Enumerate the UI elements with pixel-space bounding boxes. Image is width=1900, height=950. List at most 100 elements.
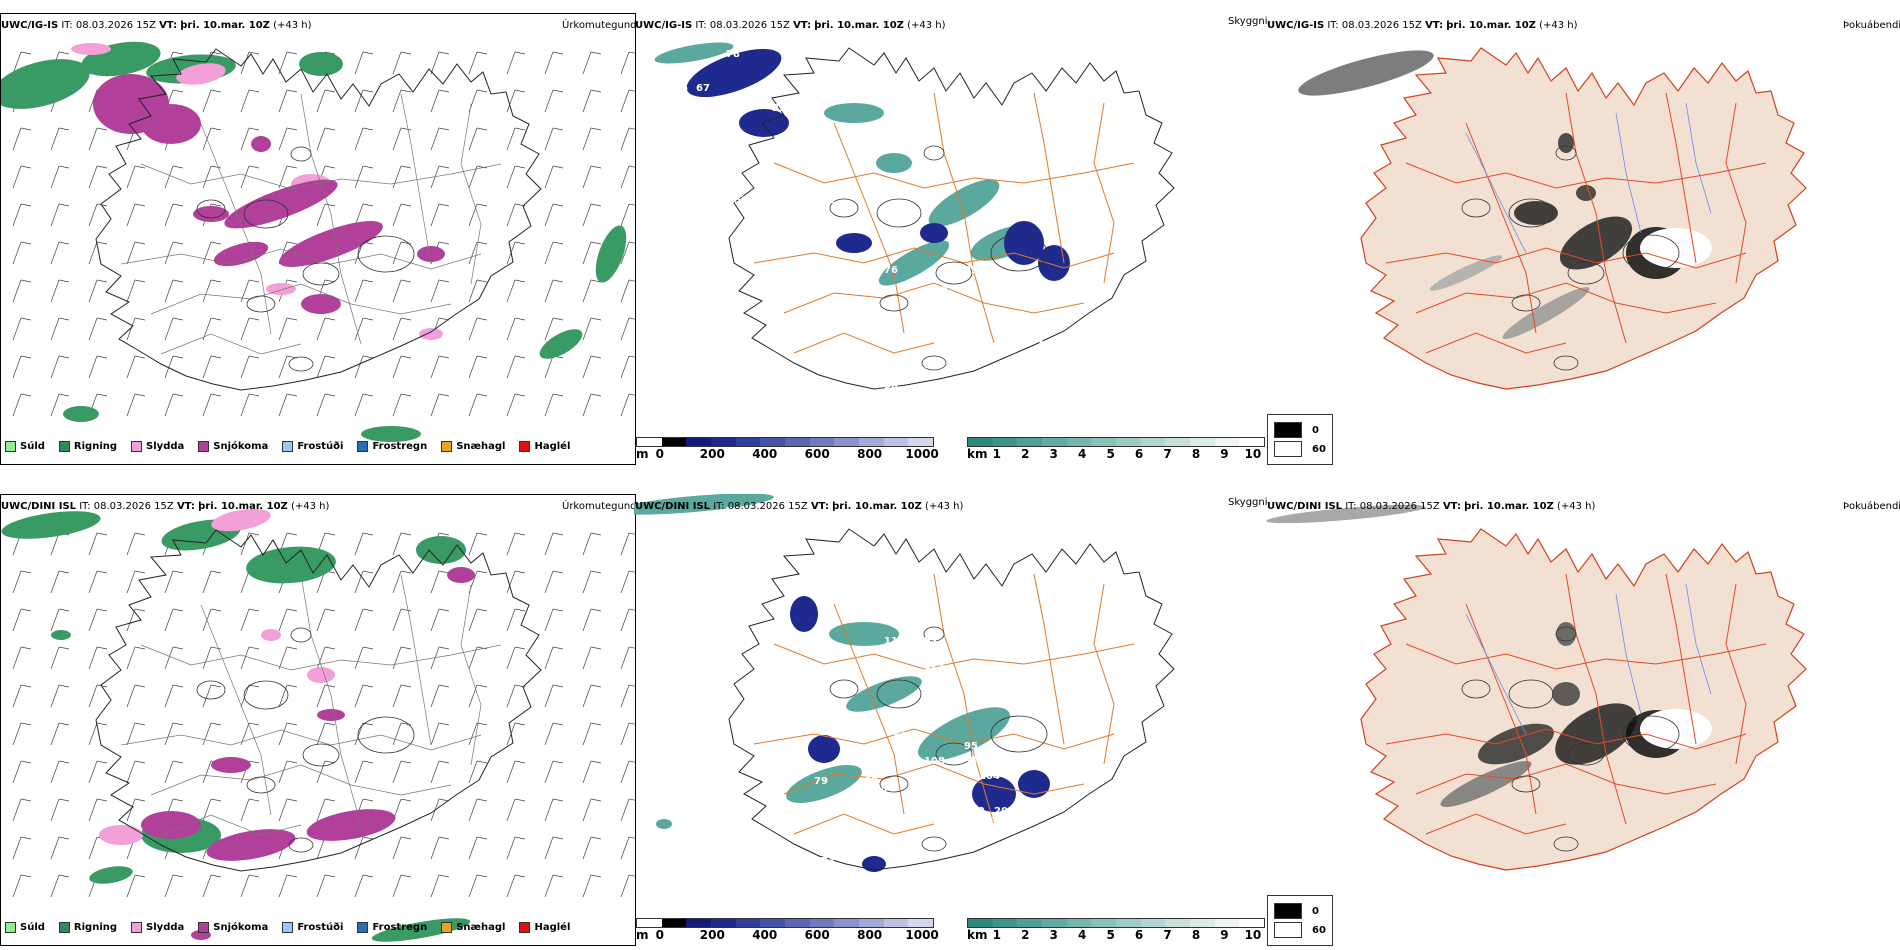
wind-barb bbox=[248, 760, 260, 764]
cloud-base-label: 78 bbox=[994, 295, 1008, 306]
wind-barb bbox=[590, 355, 602, 359]
wind-barb bbox=[126, 760, 136, 784]
fog-panel-top bbox=[1266, 13, 1900, 463]
colorbar-segment bbox=[809, 919, 835, 927]
colorbar-segment bbox=[686, 919, 712, 927]
wind-barb bbox=[126, 355, 136, 379]
fog-legend-row: 60 bbox=[1274, 441, 1326, 457]
wind-barb bbox=[552, 165, 564, 169]
wind-barb bbox=[544, 608, 554, 632]
cloud-base-label: 86 bbox=[989, 696, 1003, 707]
precip-type-label-top: Úrkomutegund bbox=[562, 20, 637, 31]
fog-density-area bbox=[1559, 216, 1633, 270]
wind-barb bbox=[544, 279, 554, 303]
fog-panel-bottom bbox=[1266, 494, 1900, 944]
wind-barb bbox=[278, 874, 288, 898]
wind-barb bbox=[58, 279, 70, 283]
precip-map-bottom bbox=[1, 508, 635, 942]
wind-barb bbox=[552, 532, 564, 536]
precip-type-label-bottom: Úrkomutegund bbox=[562, 501, 637, 512]
wind-barb bbox=[58, 684, 70, 688]
wind-barb bbox=[590, 798, 602, 802]
wind-barb bbox=[438, 570, 450, 574]
wind-barb bbox=[438, 89, 450, 93]
cloud-base-label: 91 bbox=[884, 315, 898, 326]
wind-barb bbox=[134, 874, 146, 878]
wind-barb bbox=[172, 722, 184, 726]
wind-barb bbox=[316, 355, 326, 379]
wind-barb bbox=[362, 89, 374, 93]
road-line bbox=[1565, 92, 1627, 344]
wind-barb bbox=[628, 165, 635, 168]
fog-layer bbox=[1298, 48, 1806, 389]
colorbar-segment bbox=[735, 438, 761, 446]
snow-area bbox=[447, 567, 475, 583]
colorbar-tick: 0 bbox=[655, 447, 665, 461]
wind-barb bbox=[552, 646, 564, 650]
wind-barb bbox=[476, 89, 488, 93]
colorbar-segment bbox=[1066, 438, 1092, 446]
wind-barb bbox=[514, 874, 526, 878]
wind-barb bbox=[628, 646, 635, 649]
colorbar-tick: 2 bbox=[1021, 928, 1030, 942]
colorbar-tick: 5 bbox=[1106, 928, 1115, 942]
fog-density-area bbox=[1478, 723, 1554, 765]
height-colorbar-bottom: m 0 200 400 600 800 1000 bbox=[636, 918, 939, 942]
land-fill bbox=[1361, 529, 1806, 870]
wind-barb bbox=[88, 127, 98, 151]
glacier-outline bbox=[1555, 145, 1577, 161]
wind-barb bbox=[96, 317, 108, 321]
wind-barb bbox=[582, 532, 592, 556]
wind-barb bbox=[438, 355, 450, 359]
colorbar-segment bbox=[1091, 919, 1117, 927]
low-cloud-area bbox=[808, 735, 840, 763]
wind-barb bbox=[628, 760, 635, 763]
wind-barb bbox=[88, 317, 98, 341]
wind-barb bbox=[172, 241, 184, 245]
legend-label: Slydda bbox=[146, 441, 185, 452]
wind-barb bbox=[88, 570, 98, 594]
wind-barb bbox=[362, 608, 374, 612]
legend-swatch bbox=[282, 441, 294, 452]
wind-barb bbox=[58, 874, 70, 878]
wind-barb bbox=[126, 646, 136, 670]
cloud-base-label: 68 bbox=[864, 776, 878, 787]
wind-barb bbox=[506, 51, 516, 75]
wind-barb bbox=[438, 722, 450, 726]
wind-barb bbox=[438, 165, 450, 169]
wind-barb bbox=[134, 722, 146, 726]
wind-barb bbox=[362, 393, 374, 397]
road-line bbox=[200, 123, 272, 335]
road-line bbox=[460, 103, 482, 285]
wind-barb bbox=[324, 722, 336, 726]
wind-barb bbox=[392, 722, 402, 746]
cloud-base-label: 13 bbox=[984, 816, 998, 827]
wind-barb bbox=[476, 798, 488, 802]
wind-barb bbox=[476, 279, 488, 283]
legend-label: Frostúði bbox=[297, 441, 344, 452]
wind-barb bbox=[164, 760, 174, 784]
wind-barb bbox=[400, 393, 412, 397]
wind-barb bbox=[202, 393, 212, 417]
wind-barb bbox=[278, 393, 288, 417]
wind-barb bbox=[240, 532, 250, 556]
wind-barb bbox=[96, 393, 108, 397]
colorbar-segment bbox=[883, 919, 909, 927]
vis-colorbar-top: km 1 2 3 4 5 6 7 8 9 10 bbox=[967, 437, 1265, 461]
wind-barb bbox=[248, 646, 260, 650]
wind-barb bbox=[278, 760, 288, 784]
wind-barb bbox=[628, 89, 635, 92]
wind-barb bbox=[552, 127, 564, 131]
wind-barb bbox=[544, 570, 554, 594]
wind-barb bbox=[362, 798, 374, 802]
wind-barb bbox=[476, 165, 488, 169]
road-line bbox=[1725, 102, 1747, 284]
road-line bbox=[1425, 813, 1567, 835]
snow-area bbox=[213, 241, 269, 267]
wind-barb bbox=[96, 646, 108, 650]
wind-barb bbox=[58, 608, 70, 612]
glacier-outline bbox=[876, 198, 922, 228]
wind-barb bbox=[590, 608, 602, 612]
wind-barb bbox=[126, 570, 136, 594]
wind-barb bbox=[210, 393, 222, 397]
